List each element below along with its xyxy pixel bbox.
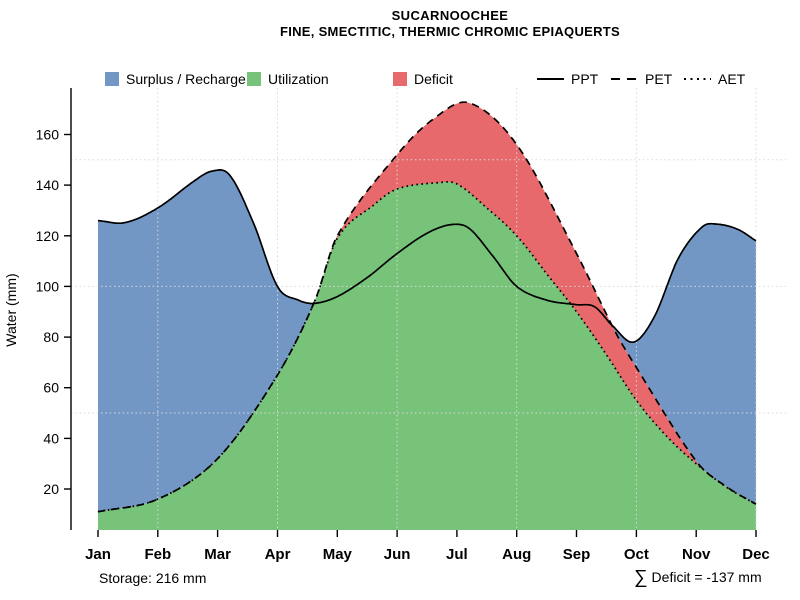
x-month-label: Jun [384,546,411,563]
x-month-label: Jul [446,546,468,563]
storage-annotation: Storage: 216 mm [99,570,207,586]
y-tick-label: 40 [43,430,59,446]
pet-line [97,101,757,513]
y-tick-label: 20 [43,481,59,497]
page-subtitle: FINE, SMECTITIC, THERMIC CHROMIC EPIAQUE… [279,24,621,39]
x-month-label: Jan [85,546,111,563]
legend-label: PET [645,71,673,87]
legend-item-utilization: Utilization [247,71,329,87]
deficit-sum-annotation: ∑ Deficit = -137 mm [634,566,762,588]
legend-label: Utilization [268,71,329,87]
legend-item-pet: PET [611,71,672,87]
y-tick-label: 100 [36,278,60,294]
x-month-label: Dec [742,546,770,563]
sigma-icon: ∑ [634,567,648,588]
legend-item-deficit: Deficit [393,71,453,87]
surplus-swatch-icon [105,72,119,86]
surplus-area [98,169,315,512]
page-title: SUCARNOOCHEE [391,8,509,23]
x-month-label: Apr [265,546,291,563]
legend-label: Deficit [414,71,453,87]
legend-item-surplus: Surplus / Recharge [105,71,246,87]
y-tick-label: 60 [43,380,59,396]
y-axis-title: Water (mm) [3,273,19,347]
surplus-area [612,223,756,505]
legend-item-ppt: PPT [537,71,598,87]
dotted-line-icon [684,78,711,80]
deficit-swatch-icon [393,72,407,86]
legend-label: PPT [571,71,599,87]
x-month-label: Oct [624,546,649,563]
x-month-label: May [323,546,353,563]
y-tick-label: 120 [36,228,60,244]
deficit-sum-text: Deficit = -137 mm [651,569,762,585]
x-month-label: Nov [682,546,711,563]
x-month-label: Aug [502,546,531,563]
x-month-label: Feb [144,546,171,563]
y-tick-label: 140 [36,177,60,193]
legend-item-aet: AET [684,71,745,87]
ppt-line [97,169,757,344]
utilization-swatch-icon [247,72,261,86]
dashed-line-icon [611,78,638,80]
y-tick-label: 160 [36,127,60,143]
utilization-area [98,181,756,530]
legend-label: Surplus / Recharge [126,71,246,87]
x-month-label: Sep [563,546,591,563]
legend-label: AET [718,71,746,87]
x-month-label: Mar [204,546,231,563]
title-block: SUCARNOOCHEE FINE, SMECTITIC, THERMIC CH… [100,8,800,39]
solid-line-icon [537,78,564,80]
y-tick-label: 80 [43,329,59,345]
